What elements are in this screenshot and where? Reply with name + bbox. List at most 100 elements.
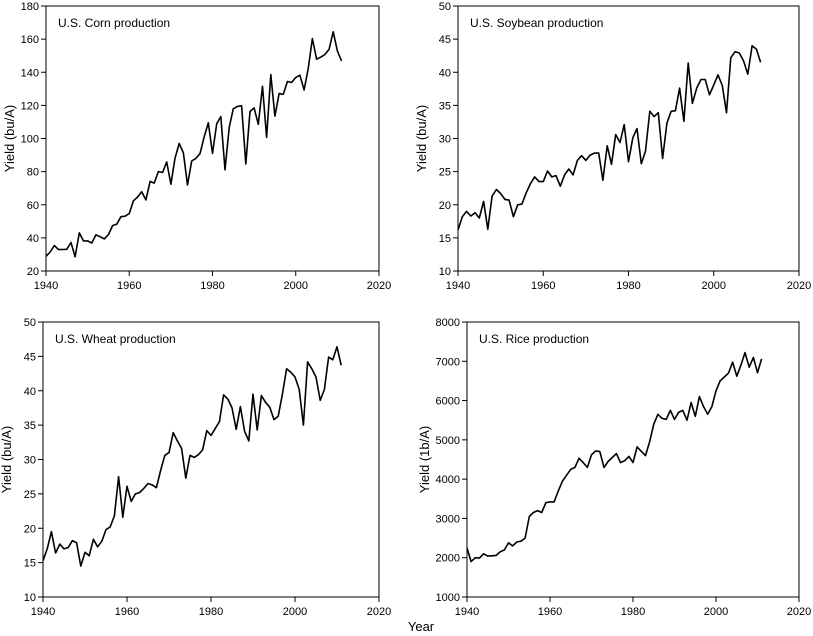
rice-data-point [665,419,667,421]
corn-data-point [66,249,68,251]
soybean-data-point [491,195,493,197]
wheat-x-tick-label: 2000 [283,606,307,618]
soybean-data-point [679,87,681,89]
corn-data-point [108,234,110,236]
rice-data-point [512,545,514,547]
wheat-data-point [235,429,237,431]
corn-y-axis-label: Yield (bu/A) [2,105,17,172]
rice-data-point [616,453,618,455]
wheat-y-tick-label: 10 [24,592,36,604]
rice-yield-line [466,351,763,563]
soybean-data-point [547,170,549,172]
rice-data-point [695,416,697,418]
wheat-y-axis-label: Yield (bu/A) [0,426,14,493]
wheat-data-point [185,477,187,479]
corn-data-point [137,196,139,198]
wheat-y-tick-label: 25 [24,489,36,501]
soybean-data-point [462,216,464,218]
corn-data-point [237,106,239,108]
wheat-data-point [307,361,309,363]
shared-x-axis-label: Year [408,619,435,634]
wheat-data-point [290,371,292,373]
corn-data-point [74,256,76,258]
corn-data-point [104,238,106,240]
soybean-data-point [479,217,481,219]
corn-data-point [62,249,64,251]
corn-data-point [45,255,47,257]
corn-data-point [149,181,151,183]
soybean-data-point [530,183,532,185]
corn-data-point [337,50,339,52]
wheat-data-point [80,565,82,567]
rice-x-tick-label: 2020 [787,606,811,618]
wheat-data-point [114,515,116,517]
soybean-data-point [538,181,540,183]
rice-data-point [748,366,750,368]
wheat-y-tick-label: 50 [24,317,36,329]
wheat-data-point [223,394,225,396]
rice-data-point [549,501,551,503]
soybean-data-point [645,150,647,152]
wheat-data-point [256,429,258,431]
corn-data-point [187,184,189,186]
rice-y-tick-label: 7000 [436,356,460,368]
corn-data-point [95,234,97,236]
wheat-data-point [282,393,284,395]
soybean-data-point [611,164,613,166]
rice-data-point [628,456,630,458]
corn-data-point [241,105,243,107]
corn-data-point [299,74,301,76]
rice-data-point [661,418,663,420]
corn-y-tick-label: 80 [27,167,39,179]
wheat-data-point [177,440,179,442]
wheat-data-point [59,543,61,545]
wheat-data-point [294,376,296,378]
corn-data-point [328,48,330,50]
wheat-data-point [202,449,204,451]
soybean-data-point [692,103,694,105]
soybean-data-point [508,199,510,201]
soybean-data-point [500,193,502,195]
rice-data-point [603,467,605,469]
wheat-data-point [277,415,279,417]
wheat-data-point [151,484,153,486]
rice-data-point [761,358,763,360]
soybean-y-tick-label: 45 [439,34,451,46]
rice-data-point [578,458,580,460]
soybean-data-point [594,152,596,154]
soybean-data-point [474,212,476,214]
wheat-data-point [189,455,191,457]
corn-data-point [228,127,230,129]
soybean-plot-frame [457,5,800,272]
wheat-data-point [336,346,338,348]
soybean-y-tick-label: 40 [439,67,451,79]
rice-data-point [475,557,477,559]
wheat-data-point [156,487,158,489]
soybean-data-point [756,48,758,50]
rice-data-point [499,551,501,553]
soybean-data-point [568,168,570,170]
soybean-data-point [555,175,557,177]
rice-data-point [570,469,572,471]
rice-data-point [582,462,584,464]
corn-y-tick-label: 100 [21,134,39,146]
soybean-data-point [513,216,515,218]
corn-x-tick-label: 1940 [34,280,58,292]
corn-data-point [58,249,60,251]
rice-data-point [757,372,759,374]
rice-y-tick-label: 8000 [436,317,460,329]
corn-data-point [233,108,235,110]
soybean-yield-chart: 1940 1960 1980 2000 2020 10 15 20 25 30 35 40 45 50 Yi… [414,1,811,292]
wheat-data-point [93,539,95,541]
soybean-y-tick-label: 35 [439,100,451,112]
rice-data-point [587,467,589,469]
soybean-data-point [623,124,625,126]
soybean-data-point [457,229,459,231]
rice-y-tick-label: 4000 [436,474,460,486]
corn-x-tick-label: 2000 [284,280,308,292]
soybean-data-point [517,204,519,206]
rice-data-point [574,467,576,469]
corn-data-point [87,240,89,242]
corn-data-point [216,123,218,125]
soybean-data-point [534,176,536,178]
